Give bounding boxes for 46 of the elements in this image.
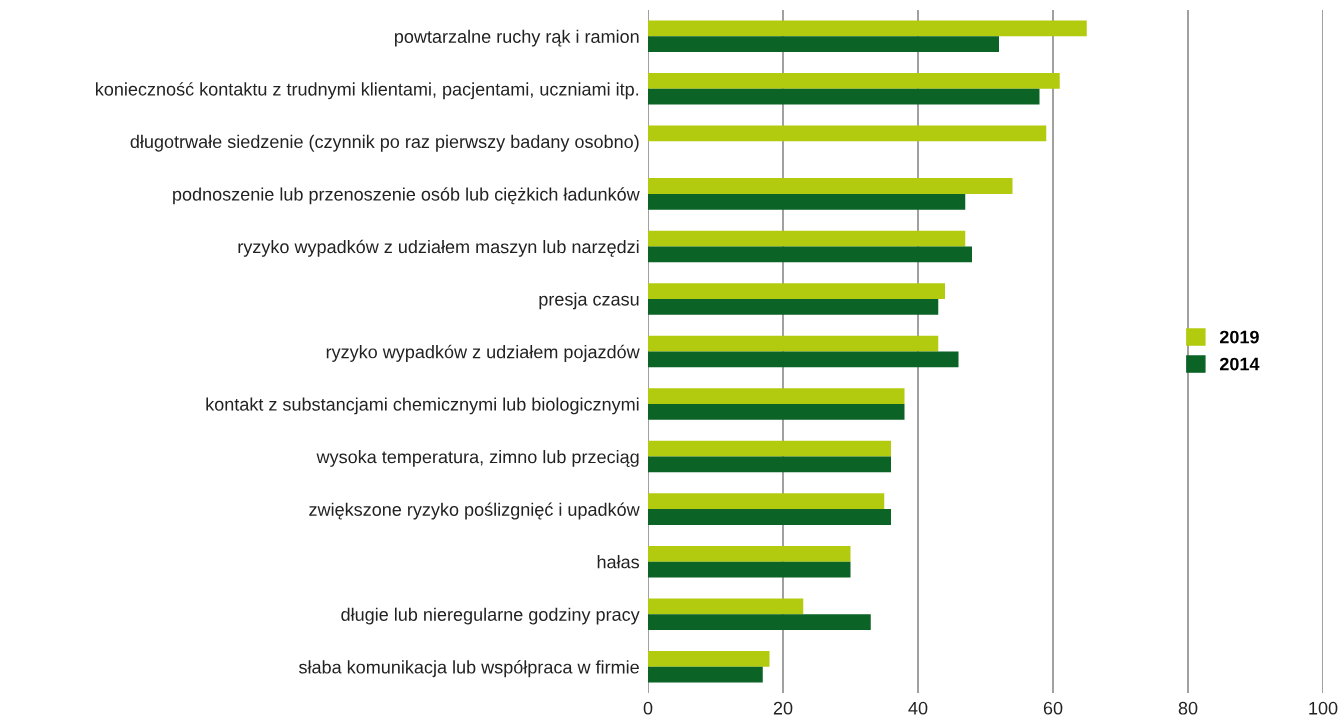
y-tick-label: ryzyko wypadków z udziałem pojazdów bbox=[326, 344, 640, 362]
x-tick-label: 60 bbox=[1043, 701, 1063, 715]
bar bbox=[648, 598, 804, 615]
legend-label: 2014 bbox=[1219, 357, 1260, 371]
bar bbox=[648, 509, 891, 525]
bar bbox=[648, 193, 966, 210]
y-tick-label: podnoszenie lub przenoszenie osób lub ciężkich ładunków bbox=[173, 187, 640, 205]
bar bbox=[648, 493, 885, 510]
x-tick-label: 20 bbox=[773, 701, 793, 715]
bar bbox=[648, 650, 770, 667]
y-tick-label: presja czasu bbox=[539, 292, 639, 310]
bar bbox=[648, 388, 905, 405]
y-tick-label: kontakt z substancjami chemicznymi lub biologicznymi bbox=[206, 397, 639, 415]
x-tick-label: 0 bbox=[643, 701, 653, 715]
y-tick-label: powtarzalne ruchy rąk i ramion bbox=[394, 29, 639, 47]
y-tick-label: hałas bbox=[597, 555, 640, 569]
y-tick-label: długotrwałe siedzenie (czynnik po raz pierwszy badany osobno) bbox=[130, 134, 639, 152]
x-tick-label: 100 bbox=[1309, 701, 1338, 715]
bar bbox=[648, 351, 959, 368]
bar bbox=[648, 88, 1040, 105]
bar bbox=[648, 545, 851, 562]
y-tick-label: długie lub nieregularne godziny pracy bbox=[341, 607, 640, 625]
y-tick-label: słaba komunikacja lub współpraca w firmie bbox=[298, 660, 639, 678]
bar bbox=[648, 125, 1047, 142]
bar bbox=[648, 20, 1087, 37]
bar bbox=[648, 178, 1013, 194]
x-tick-label: 80 bbox=[1178, 701, 1198, 715]
bar bbox=[648, 298, 939, 315]
y-tick-label: konieczność kontaktu z trudnymi klientami, pacjentami, uczniami itp. bbox=[96, 82, 639, 100]
bar bbox=[648, 36, 999, 53]
y-tick-label: zwiększone ryzyko poślizgnięć i upadków bbox=[309, 502, 640, 520]
bar bbox=[648, 614, 871, 630]
bar bbox=[648, 440, 891, 457]
legend-label: 2019 bbox=[1219, 330, 1259, 344]
bar bbox=[648, 73, 1060, 89]
x-tick-label: 40 bbox=[908, 701, 928, 715]
bar bbox=[648, 283, 945, 299]
y-tick-label: wysoka temperatura, zimno lub przeciąg bbox=[316, 450, 639, 467]
bar bbox=[648, 456, 891, 473]
bar bbox=[648, 335, 939, 352]
bar bbox=[648, 246, 972, 263]
bar bbox=[648, 404, 905, 420]
bar bbox=[648, 666, 763, 683]
y-tick-label: ryzyko wypadków z udziałem maszyn lub narzędzi bbox=[238, 239, 639, 257]
bar bbox=[648, 561, 851, 578]
bar bbox=[648, 230, 966, 247]
